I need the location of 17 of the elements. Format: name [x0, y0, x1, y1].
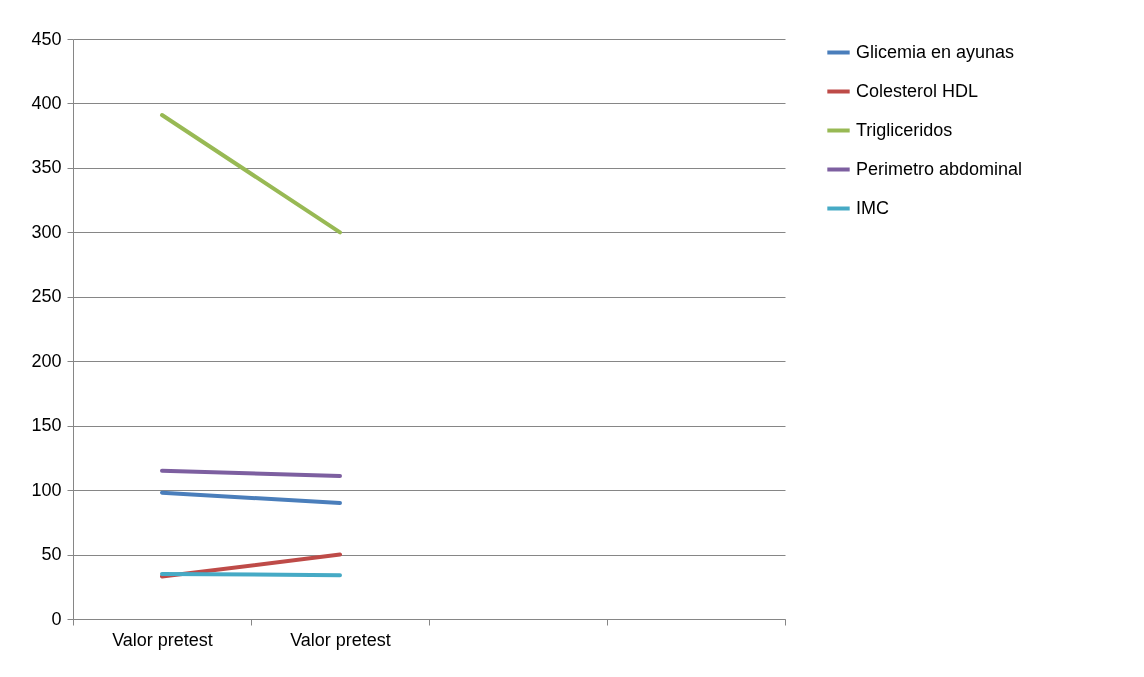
legend-label: Colesterol HDL: [856, 80, 979, 101]
y-tick-label: 100: [31, 479, 62, 500]
legend-label: Perimetro abdominal: [856, 158, 1023, 179]
y-tick-label: 0: [51, 608, 62, 629]
y-tick-label: 150: [31, 415, 62, 436]
x-tick-label: Valor pretest: [112, 629, 213, 650]
y-tick-label: 400: [31, 92, 62, 113]
y-tick-label: 300: [31, 221, 62, 242]
y-tick-label: 50: [41, 544, 62, 565]
legend-label: Trigliceridos: [856, 119, 953, 140]
x-tick-label: Valor pretest: [290, 629, 391, 650]
legend-label: IMC: [856, 197, 889, 218]
y-tick-label: 350: [31, 157, 62, 178]
y-tick-label: 200: [31, 350, 62, 371]
y-tick-label: 450: [31, 28, 62, 49]
legend-label: Glicemia en ayunas: [856, 41, 1015, 62]
y-tick-label: 250: [31, 286, 62, 307]
